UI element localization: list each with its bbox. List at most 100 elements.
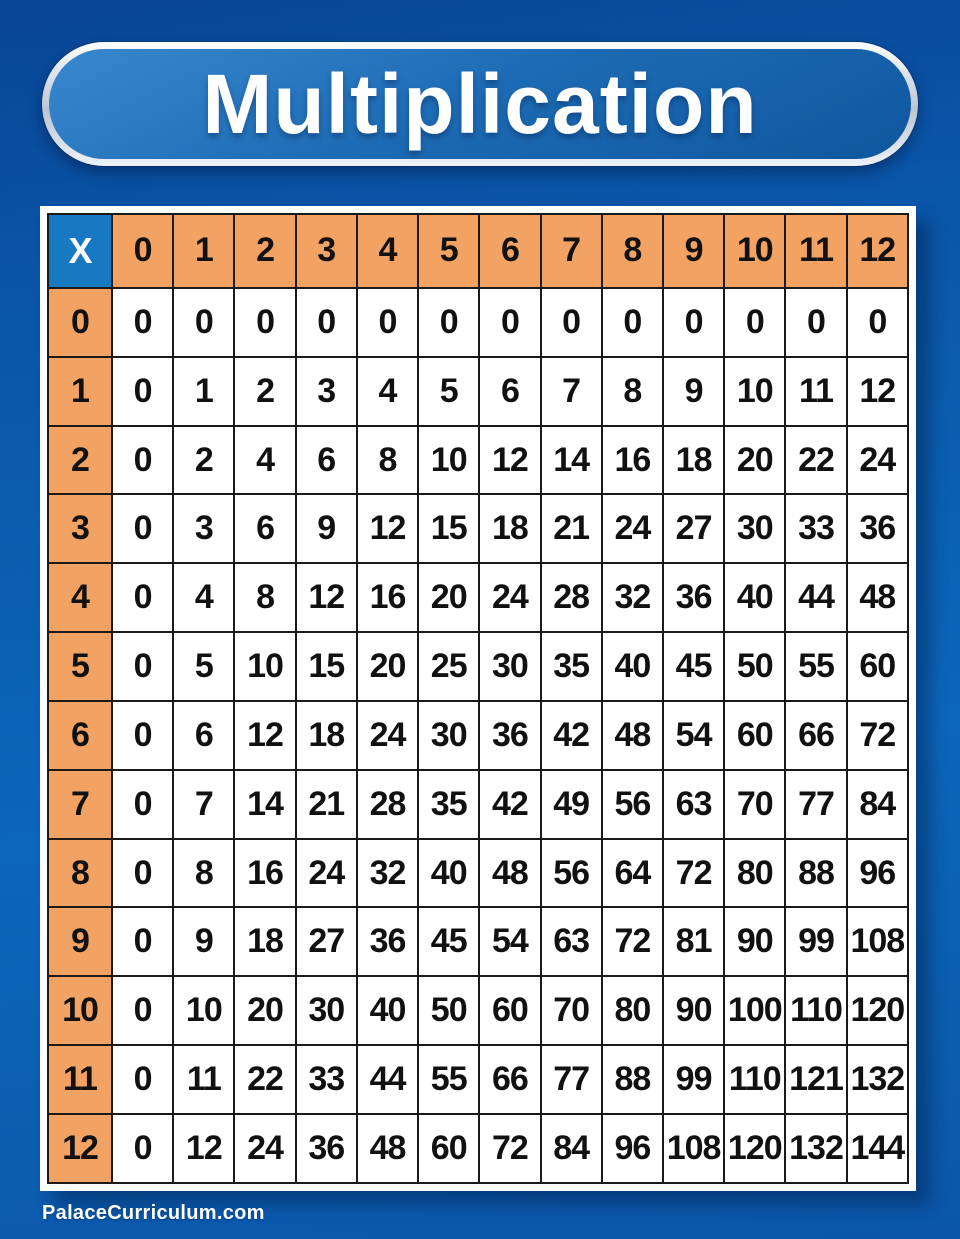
product-cell: 24 [233,1113,297,1184]
product-cell: 72 [600,906,664,978]
column-header-cell: 1 [172,213,236,289]
product-cell: 8 [600,355,664,427]
product-cell: 121 [784,1044,848,1116]
product-cell: 42 [539,699,603,771]
product-cell: 5 [417,355,481,427]
product-cell: 77 [784,768,848,840]
product-cell: 0 [172,286,236,358]
product-cell: 12 [845,355,910,427]
row-header-cell: 9 [47,906,113,978]
column-header-cell: 10 [723,213,787,289]
product-cell: 96 [845,837,910,909]
product-cell: 84 [539,1113,603,1184]
row-header-cell: 0 [47,286,113,358]
product-cell: 35 [539,631,603,702]
product-cell: 8 [172,837,236,909]
product-cell: 36 [845,493,910,565]
product-cell: 12 [294,562,358,634]
product-cell: 36 [355,906,420,978]
product-cell: 16 [233,837,297,909]
product-cell: 16 [600,424,664,496]
product-cell: 7 [172,768,236,840]
product-cell: 12 [478,424,542,496]
product-cell: 45 [661,631,726,702]
row-header-cell: 4 [47,562,113,634]
product-cell: 0 [110,1113,175,1184]
product-cell: 99 [784,906,848,978]
product-cell: 60 [845,631,910,702]
product-cell: 64 [600,837,664,909]
product-cell: 7 [539,355,603,427]
product-cell: 10 [172,975,236,1047]
product-cell: 14 [539,424,603,496]
product-cell: 60 [478,975,542,1047]
product-cell: 132 [845,1044,910,1116]
product-cell: 80 [600,975,664,1047]
product-cell: 30 [478,631,542,702]
product-cell: 0 [110,286,175,358]
table-row: 7 0 7 14 21 28 35 42 49 56 63 70 77 84 [47,768,910,840]
corner-cell: X [47,213,113,289]
product-cell: 144 [845,1113,910,1184]
product-cell: 1 [172,355,236,427]
header-row: X 0 1 2 3 4 5 6 7 8 9 10 11 12 [47,213,910,289]
product-cell: 70 [539,975,603,1047]
product-cell: 0 [600,286,664,358]
row-header-cell: 6 [47,699,113,771]
product-cell: 10 [417,424,481,496]
product-cell: 27 [294,906,358,978]
product-cell: 0 [417,286,481,358]
table-row: 6 0 6 12 18 24 30 36 42 48 54 60 66 72 [47,699,910,771]
product-cell: 0 [110,837,175,909]
product-cell: 12 [233,699,297,771]
table-row: 12 0 12 24 36 48 60 72 84 96 108 120 132 144 [47,1113,910,1184]
product-cell: 33 [784,493,848,565]
product-cell: 0 [110,768,175,840]
product-cell: 24 [845,424,910,496]
product-cell: 88 [784,837,848,909]
product-cell: 10 [723,355,787,427]
product-cell: 56 [600,768,664,840]
column-header-cell: 8 [600,213,664,289]
product-cell: 12 [355,493,420,565]
product-cell: 4 [355,355,420,427]
product-cell: 48 [355,1113,420,1184]
product-cell: 30 [723,493,787,565]
product-cell: 14 [233,768,297,840]
product-cell: 120 [845,975,910,1047]
product-cell: 12 [172,1113,236,1184]
row-header-cell: 5 [47,631,113,702]
page-title: Multiplication [202,56,758,151]
product-cell: 42 [478,768,542,840]
product-cell: 120 [723,1113,787,1184]
row-header-cell: 12 [47,1113,113,1184]
row-header-cell: 7 [47,768,113,840]
row-header-cell: 2 [47,424,113,496]
product-cell: 15 [417,493,481,565]
product-cell: 40 [355,975,420,1047]
product-cell: 99 [661,1044,726,1116]
product-cell: 110 [784,975,848,1047]
product-cell: 72 [478,1113,542,1184]
product-cell: 2 [172,424,236,496]
product-cell: 33 [294,1044,358,1116]
product-cell: 18 [294,699,358,771]
product-cell: 36 [294,1113,358,1184]
multiplication-table-frame: X 0 1 2 3 4 5 6 7 8 9 10 11 12 0 0 0 0 0 0 0 0 0 0 0 0 0 0 1 0 1 2 3 4 5 6 7… [40,206,916,1191]
row-header-cell: 11 [47,1044,113,1116]
product-cell: 18 [661,424,726,496]
product-cell: 0 [110,493,175,565]
column-header-cell: 4 [355,213,420,289]
product-cell: 35 [417,768,481,840]
product-cell: 0 [110,699,175,771]
column-header-cell: 11 [784,213,848,289]
product-cell: 22 [233,1044,297,1116]
product-cell: 84 [845,768,910,840]
product-cell: 21 [539,493,603,565]
product-cell: 40 [723,562,787,634]
product-cell: 0 [110,975,175,1047]
title-banner: Multiplication [42,42,918,166]
product-cell: 48 [478,837,542,909]
product-cell: 100 [723,975,787,1047]
